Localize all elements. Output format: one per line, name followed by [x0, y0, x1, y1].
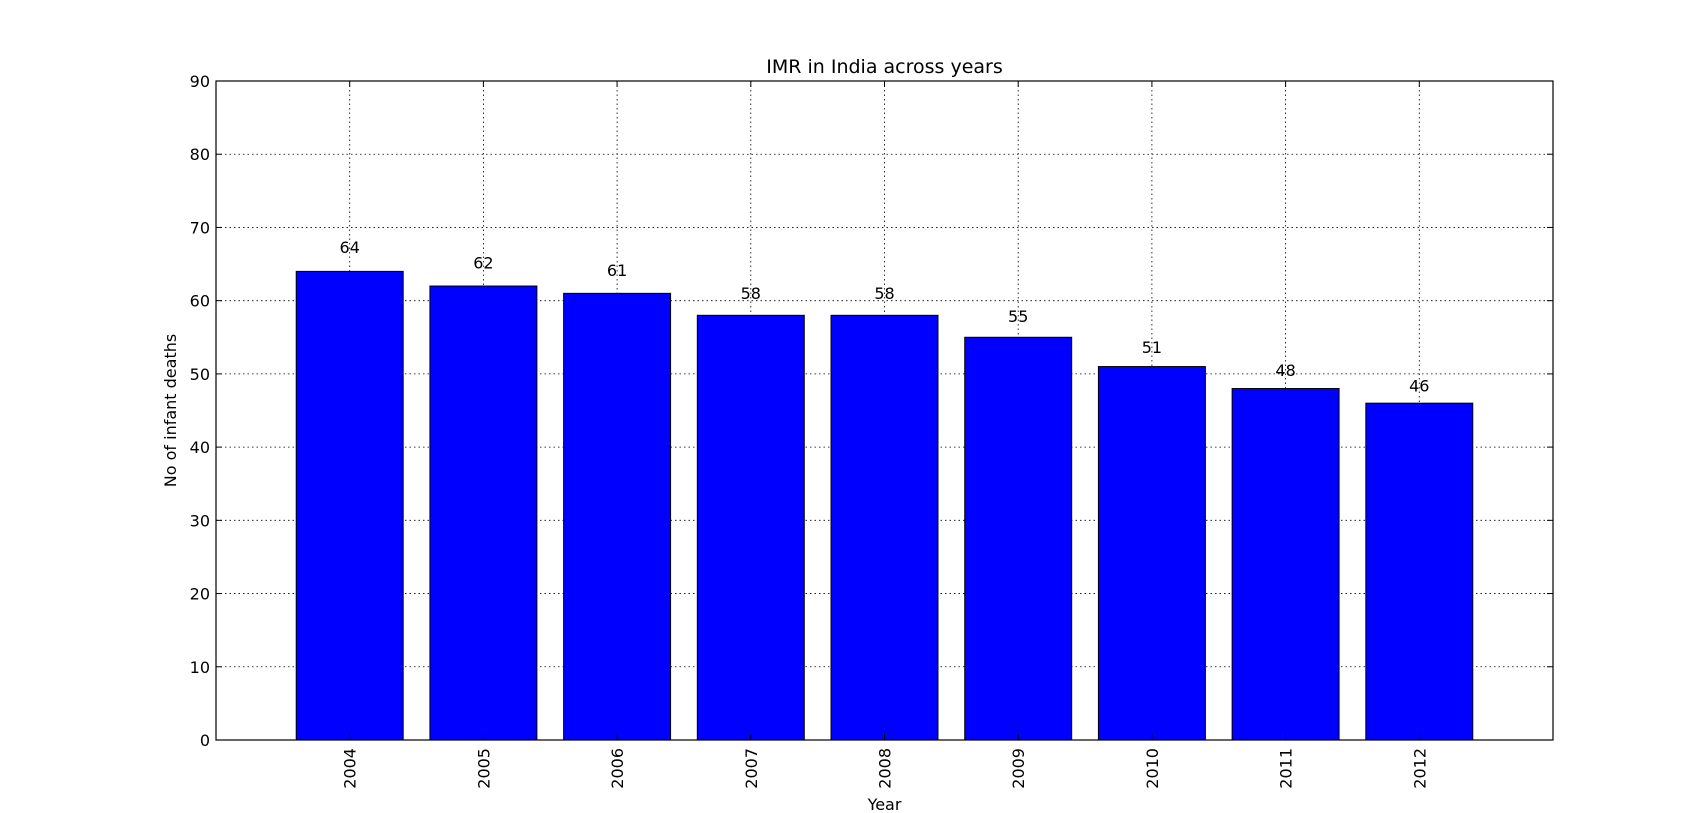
chart-title: IMR in India across years	[766, 56, 1003, 78]
y-tick-label: 80	[190, 145, 210, 164]
data-label-2012: 46	[1409, 376, 1429, 395]
data-label-2006: 61	[607, 261, 627, 280]
bar-2007	[696, 314, 805, 741]
data-labels: 64 62 61 58 58 55 51 48 46	[340, 238, 1430, 395]
x-tick-labels: 2004 2005 2006 2007 2008 2009 2010 2011 2012	[341, 748, 1430, 789]
data-label-2007: 58	[741, 284, 761, 303]
data-label-2010: 51	[1142, 338, 1162, 357]
bar-2004	[295, 270, 404, 741]
y-tick-labels: 0 10 20 30 40 50 60 70 80 90	[190, 72, 210, 750]
data-label-2005: 62	[473, 253, 493, 272]
y-tick-label: 0	[200, 731, 210, 750]
y-tick-label: 90	[190, 72, 210, 91]
x-tick-label-2006: 2006	[608, 748, 627, 789]
x-tick-label-2004: 2004	[341, 748, 360, 789]
bar-2005	[429, 285, 538, 741]
bar-2009	[964, 336, 1073, 741]
bar-2011	[1231, 388, 1340, 741]
data-label-2008: 58	[874, 284, 894, 303]
data-label-2011: 48	[1275, 361, 1295, 380]
bar-2008	[830, 314, 939, 741]
x-tick-label-2012: 2012	[1410, 748, 1429, 789]
y-tick-label: 20	[190, 585, 210, 604]
bar-2006	[563, 292, 672, 741]
x-tick-label-2008: 2008	[876, 748, 895, 789]
x-axis-label: Year	[867, 795, 902, 813]
y-tick-label: 10	[190, 658, 210, 677]
data-label-2009: 55	[1008, 307, 1028, 326]
y-tick-label: 40	[190, 438, 210, 457]
y-tick-label: 50	[190, 365, 210, 384]
x-tick-label-2005: 2005	[474, 748, 493, 789]
bars	[295, 270, 1474, 741]
y-axis-label: No of infant deaths	[161, 334, 180, 487]
x-tick-label-2007: 2007	[742, 748, 761, 789]
bar-2012	[1365, 402, 1474, 741]
x-tick-label-2010: 2010	[1143, 748, 1162, 789]
y-tick-label: 30	[190, 511, 210, 530]
bar-2010	[1097, 366, 1206, 741]
x-tick-label-2009: 2009	[1009, 748, 1028, 789]
y-tick-label: 70	[190, 218, 210, 237]
data-label-2004: 64	[340, 238, 360, 257]
axis-ticks	[216, 80, 1553, 741]
x-tick-label-2011: 2011	[1277, 748, 1296, 789]
y-tick-label: 60	[190, 292, 210, 311]
